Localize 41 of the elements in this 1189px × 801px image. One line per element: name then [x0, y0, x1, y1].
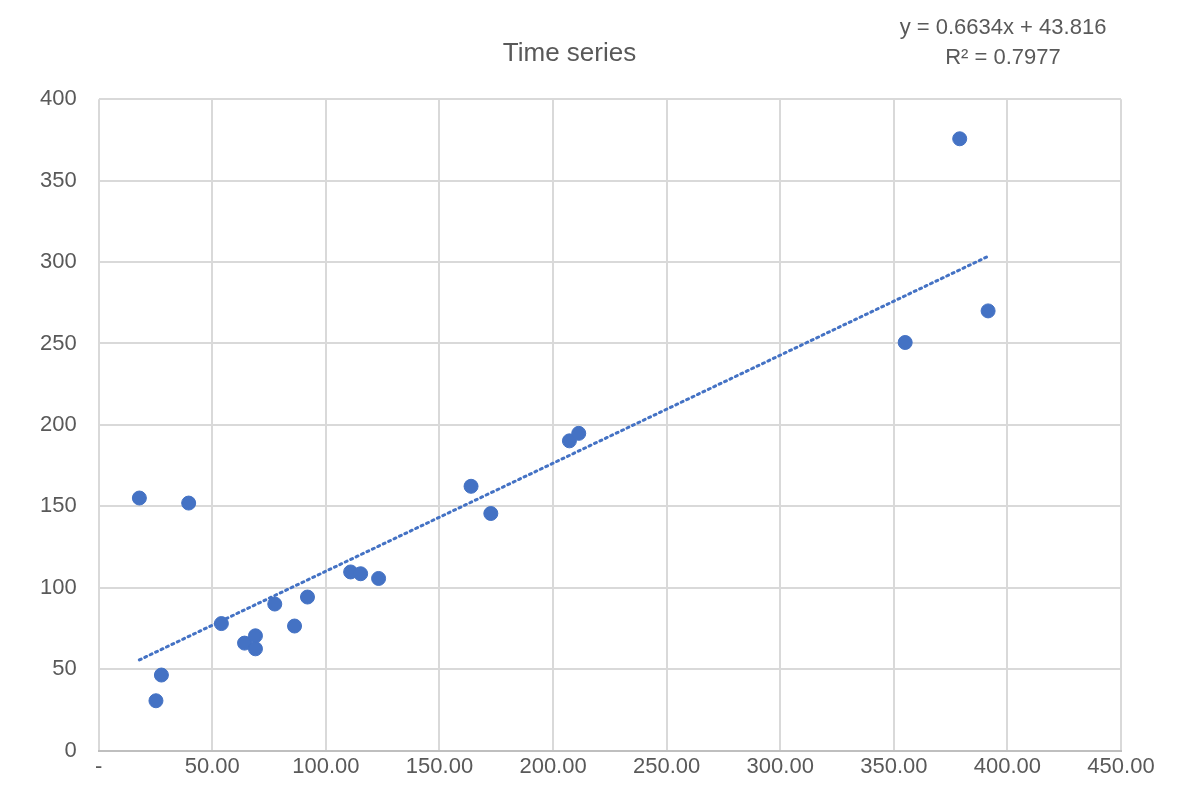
point	[247, 641, 263, 657]
x-tick-label: 250.00	[633, 752, 701, 778]
x-tick-label: 300.00	[746, 752, 814, 778]
y-tick-label: 100	[39, 573, 77, 599]
x-tick-label: 150.00	[405, 752, 474, 778]
point	[267, 596, 283, 612]
y-tick-label: 250	[39, 329, 77, 355]
point	[463, 478, 479, 494]
y-tick-label: 400	[39, 85, 77, 111]
x-tick-label: 50.00	[184, 752, 240, 778]
text: y = 0.6634x + 43.816	[899, 14, 1107, 40]
y-tick-label: 150	[39, 492, 77, 518]
point	[213, 616, 229, 632]
text: R² = 0.7977	[945, 44, 1061, 70]
point	[148, 693, 164, 709]
y-tick-label: 200	[39, 410, 77, 436]
point	[181, 495, 197, 511]
point	[571, 425, 587, 441]
y-tick-label: 50	[52, 655, 77, 681]
point	[153, 667, 169, 683]
x-tick-label: 350.00	[860, 752, 928, 778]
point	[897, 335, 913, 350]
point	[561, 433, 577, 449]
point	[980, 303, 996, 319]
x-tick-label: 450.00	[1087, 752, 1155, 778]
y-tick-label: 0	[64, 736, 77, 762]
point	[483, 505, 499, 521]
point	[287, 618, 303, 634]
y-tick-label: 300	[39, 248, 77, 274]
point	[299, 589, 315, 605]
point	[371, 570, 387, 586]
y-tick-label: 350	[39, 166, 77, 192]
x-tick-label: 100.00	[292, 752, 360, 778]
point	[353, 566, 369, 582]
point	[247, 628, 263, 644]
point	[131, 490, 147, 506]
point	[952, 131, 968, 147]
x-tick-label: 400.00	[973, 752, 1042, 778]
chart-title: Time series	[502, 36, 637, 67]
x-tick-label: -	[95, 752, 103, 778]
x-tick-label: 200.00	[519, 752, 587, 778]
